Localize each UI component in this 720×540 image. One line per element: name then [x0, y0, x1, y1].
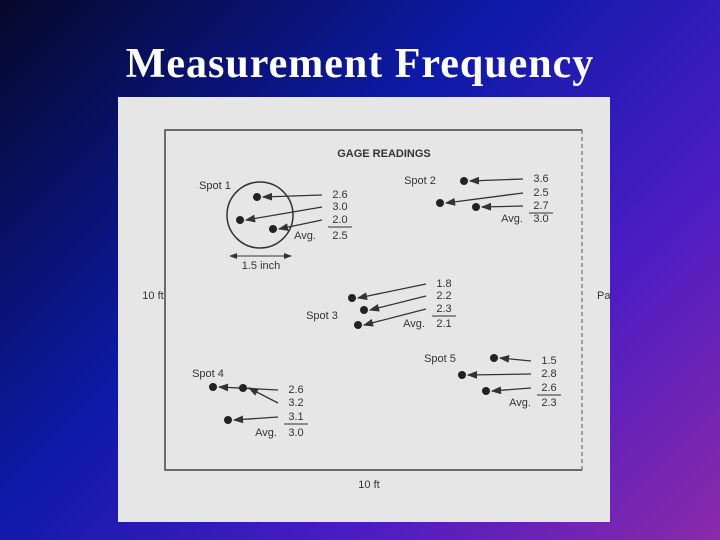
spot-dot: [360, 306, 368, 314]
spot-dot: [472, 203, 480, 211]
avg-value: 3.0: [288, 427, 303, 439]
spot-label: Spot 3: [306, 310, 338, 322]
avg-value: 2.5: [332, 230, 347, 242]
reading-arrow: [466, 370, 532, 379]
reading: 1.5: [541, 355, 556, 367]
spot-dot: [482, 387, 490, 395]
avg-label: Avg.: [255, 427, 277, 439]
reading-arrow: [261, 192, 323, 201]
avg-value: 2.1: [436, 318, 451, 330]
spot-dot: [436, 199, 444, 207]
spot-dot: [490, 354, 498, 362]
reading-arrow: [490, 386, 532, 395]
spot-dot: [209, 383, 217, 391]
spot-dot: [348, 294, 356, 302]
reading-arrow: [356, 283, 427, 300]
reading: 2.7: [533, 200, 548, 212]
spot-dot: [224, 416, 232, 424]
reading-arrow: [444, 192, 524, 206]
spot-dot: [236, 216, 244, 224]
avg-label: Avg.: [509, 397, 531, 409]
reading: 2.6: [541, 382, 556, 394]
spot-dot: [269, 225, 277, 233]
avg-value: 2.3: [541, 397, 556, 409]
reading-arrow: [247, 387, 279, 404]
spot-dot: [253, 193, 261, 201]
reading: 2.3: [436, 303, 451, 315]
reading: 2.0: [332, 214, 347, 226]
spot-dot: [460, 177, 468, 185]
reading: 2.5: [533, 187, 548, 199]
reading: 3.2: [288, 397, 303, 409]
spot-label: Spot 2: [404, 175, 436, 187]
side-label: 10 ft: [142, 290, 163, 302]
spot-dot: [458, 371, 466, 379]
reading: 3.1: [288, 411, 303, 423]
circle-label: 1.5 inch: [242, 260, 281, 272]
floor-outline: [164, 129, 582, 471]
avg-value: 3.0: [533, 213, 548, 225]
spot-dot: [354, 321, 362, 329]
avg-label: Avg.: [294, 230, 316, 242]
spot-label: Spot 1: [199, 180, 231, 192]
reading: 3.0: [332, 201, 347, 213]
spot-circle: [226, 181, 294, 249]
reading: 2.6: [288, 384, 303, 396]
avg-label: Avg.: [403, 318, 425, 330]
avg-label: Avg.: [501, 213, 523, 225]
reading-arrow: [468, 176, 524, 185]
spot-label: Spot 4: [192, 368, 224, 380]
heading: GAGE READINGS: [337, 148, 431, 160]
right-label: Pa: [597, 290, 611, 302]
reading: 1.8: [436, 278, 451, 290]
reading-arrow: [368, 295, 427, 312]
reading-arrow: [244, 206, 323, 223]
spot-dot: [239, 384, 247, 392]
reading-arrow: [277, 219, 323, 231]
bottom-label: 10 ft: [358, 479, 379, 491]
reading: 2.8: [541, 368, 556, 380]
reading: 2.2: [436, 290, 451, 302]
spot-label: Spot 5: [424, 353, 456, 365]
reading: 3.6: [533, 173, 548, 185]
reading-arrow: [362, 308, 427, 327]
reading-arrow: [498, 354, 532, 363]
reading-arrow: [480, 202, 524, 211]
reading: 2.6: [332, 189, 347, 201]
reading-arrow: [232, 415, 279, 424]
slide-title: Measurement Frequency: [125, 41, 595, 87]
